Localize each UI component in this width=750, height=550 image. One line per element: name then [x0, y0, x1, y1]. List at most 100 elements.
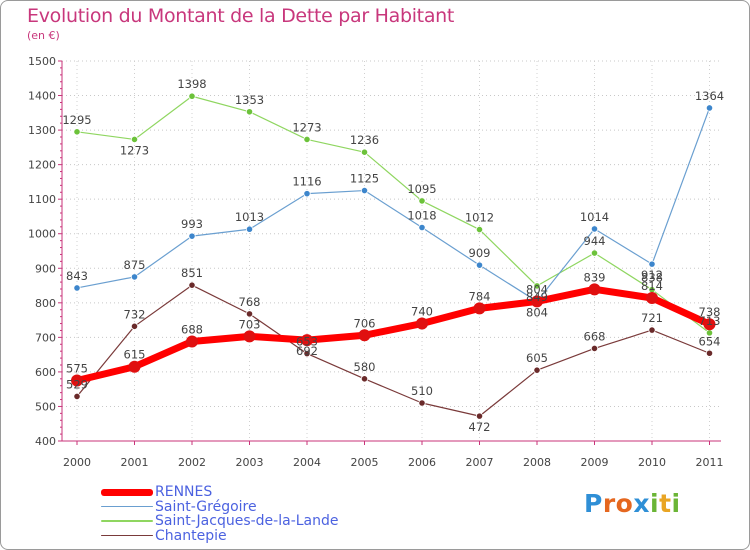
- data-point: [531, 295, 543, 308]
- data-label: 993: [181, 217, 203, 231]
- data-label: 1012: [465, 211, 494, 225]
- data-point: [705, 349, 714, 357]
- data-label: 1364: [695, 89, 724, 103]
- data-point: [188, 232, 196, 240]
- data-point: [188, 92, 196, 100]
- data-point: [303, 135, 311, 144]
- data-point: [416, 317, 428, 330]
- data-label: 653: [296, 335, 318, 349]
- series-line: [73, 285, 713, 385]
- data-point: [590, 249, 599, 257]
- data-label: 703: [239, 317, 261, 331]
- data-point: [245, 108, 254, 116]
- data-point: [646, 291, 658, 304]
- data-label: 580: [354, 360, 376, 374]
- y-tick-label: 700: [35, 331, 56, 344]
- y-tick-label: 1400: [28, 90, 56, 103]
- data-point: [186, 335, 198, 348]
- data-point: [73, 284, 81, 292]
- data-label: 510: [411, 384, 433, 398]
- logo-letter: i: [650, 489, 660, 518]
- logo-letter: o: [615, 489, 634, 518]
- x-tick-label: 2002: [178, 456, 206, 469]
- logo-letter: x: [633, 489, 650, 518]
- data-label: 804: [526, 305, 548, 319]
- data-label: 1116: [292, 175, 321, 189]
- y-tick-label: 1100: [28, 193, 56, 206]
- data-label: 706: [354, 316, 376, 330]
- data-point: [705, 104, 714, 112]
- data-point: [473, 302, 486, 315]
- data-point: [73, 128, 81, 136]
- legend-swatch: [101, 488, 153, 496]
- data-point: [418, 399, 426, 407]
- data-label: 839: [584, 270, 606, 284]
- data-point: [303, 190, 311, 198]
- legend-label: Chantepie: [155, 527, 227, 544]
- data-label: 1273: [292, 120, 321, 134]
- data-label: 1125: [350, 172, 379, 186]
- data-point: [475, 412, 484, 420]
- data-point: [648, 326, 656, 334]
- y-tick-label: 1200: [28, 159, 56, 172]
- y-tick-label: 800: [35, 297, 56, 310]
- data-point: [590, 344, 599, 353]
- logo-letter: P: [584, 489, 603, 518]
- data-label: 721: [641, 311, 663, 325]
- data-point: [648, 260, 656, 268]
- data-label: 1236: [350, 133, 379, 147]
- data-label: 814: [641, 279, 663, 293]
- data-point: [475, 225, 484, 234]
- data-point: [130, 135, 139, 144]
- data-label: 1095: [407, 182, 436, 196]
- data-label: 1018: [407, 209, 436, 223]
- data-label: 784: [469, 289, 491, 303]
- data-label: 838: [641, 271, 663, 285]
- proxiti-logo: Proxiti: [584, 489, 681, 518]
- data-point: [418, 223, 426, 232]
- chart-title: Evolution du Montant de la Dette par Hab…: [27, 5, 455, 27]
- data-point: [533, 282, 541, 290]
- series-line: [76, 95, 711, 334]
- series-line: [76, 284, 711, 417]
- data-label: 851: [181, 266, 203, 280]
- data-label: 1273: [120, 143, 149, 157]
- data-point: [360, 186, 369, 195]
- data-label: 605: [526, 351, 548, 365]
- data-label: 1014: [580, 210, 609, 224]
- y-tick-label: 1000: [28, 228, 56, 241]
- y-tick-label: 400: [35, 435, 56, 448]
- legend-label: Saint-Jacques-de-la-Lande: [155, 513, 339, 529]
- data-label: 575: [66, 362, 88, 376]
- data-label: 668: [584, 329, 606, 343]
- x-tick-label: 2004: [293, 456, 321, 469]
- data-label: 843: [66, 269, 88, 283]
- y-tick-label: 1500: [28, 55, 56, 68]
- x-tick-label: 2001: [121, 456, 149, 469]
- x-tick-label: 2006: [408, 456, 436, 469]
- data-point: [188, 281, 196, 289]
- data-point: [533, 366, 541, 374]
- data-point: [130, 273, 139, 281]
- data-point: [245, 310, 254, 318]
- logo-letter: r: [602, 489, 616, 518]
- data-point: [475, 261, 484, 269]
- x-tick-label: 2008: [523, 456, 551, 469]
- data-label: 472: [469, 420, 491, 434]
- data-label: 768: [239, 295, 261, 309]
- data-point: [71, 374, 83, 387]
- data-label: 1295: [62, 113, 91, 127]
- x-tick-label: 2010: [638, 456, 666, 469]
- x-tick-label: 2011: [696, 456, 724, 469]
- x-tick-label: 2007: [466, 456, 494, 469]
- data-label: 804: [526, 282, 548, 296]
- data-label: 875: [124, 258, 146, 272]
- data-label: 912: [641, 268, 663, 282]
- data-point: [303, 349, 311, 358]
- data-label: 615: [124, 348, 146, 362]
- data-point: [358, 329, 371, 342]
- x-tick-label: 2000: [63, 456, 91, 469]
- legend-swatch: [101, 520, 153, 522]
